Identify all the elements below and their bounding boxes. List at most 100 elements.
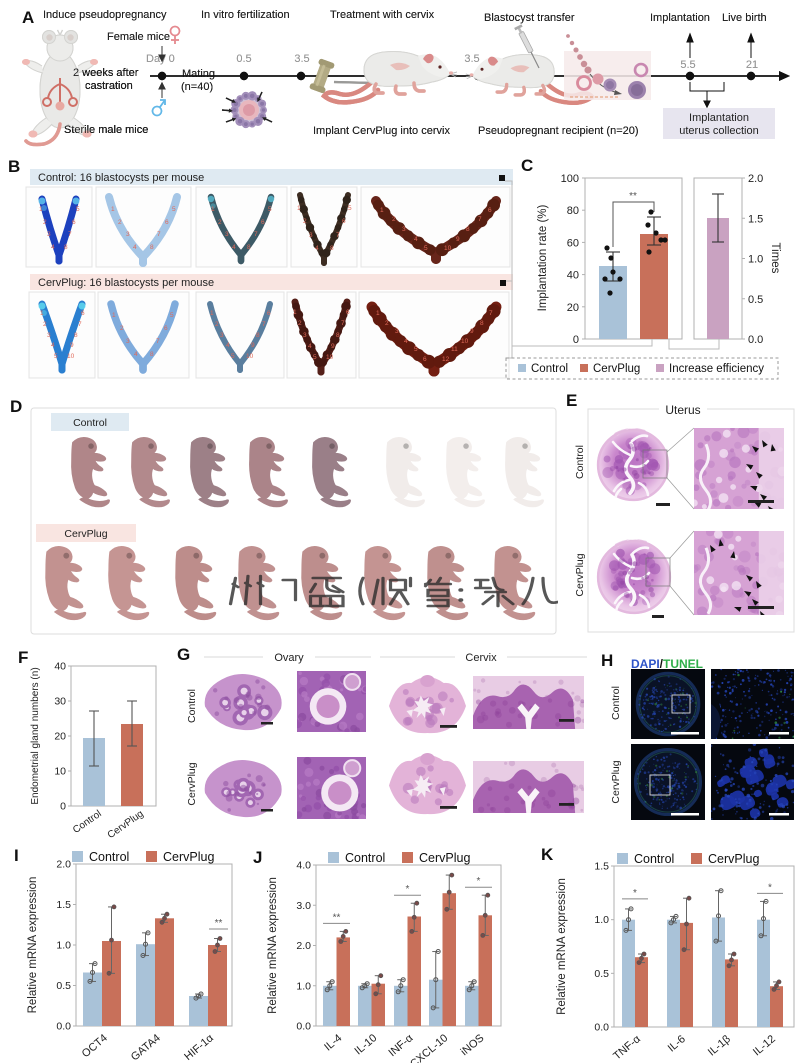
svg-text:7: 7: [262, 321, 266, 328]
svg-text:INF-α: INF-α: [386, 1032, 415, 1059]
svg-text:*: *: [633, 888, 637, 899]
svg-text:iNOS: iNOS: [459, 1032, 487, 1058]
svg-text:0.5: 0.5: [236, 53, 251, 65]
svg-text:9: 9: [70, 342, 74, 349]
svg-text:4: 4: [133, 244, 137, 251]
svg-text:7: 7: [78, 321, 82, 328]
svg-text:2.0: 2.0: [56, 859, 71, 871]
svg-text:Uterus: Uterus: [665, 403, 700, 417]
svg-text:DAPI/TUNEL: DAPI/TUNEL: [631, 657, 703, 671]
svg-text:2: 2: [215, 321, 219, 328]
svg-text:6: 6: [165, 219, 169, 226]
svg-text:1.5: 1.5: [594, 861, 609, 873]
svg-text:20: 20: [54, 731, 66, 743]
svg-text:8: 8: [150, 244, 154, 251]
svg-text:2 weeks after: 2 weeks after: [73, 67, 139, 79]
svg-text:6: 6: [267, 310, 271, 317]
svg-text:0: 0: [573, 334, 579, 346]
svg-text:1: 1: [210, 310, 214, 317]
svg-text:1: 1: [111, 206, 115, 213]
svg-text:10: 10: [461, 338, 469, 345]
svg-text:GATA4: GATA4: [129, 1032, 163, 1063]
svg-text:IL-6: IL-6: [666, 1033, 688, 1054]
svg-text:3: 3: [126, 338, 130, 345]
svg-text:8: 8: [466, 226, 470, 233]
svg-text:2 weeks after: 2 weeks after: [73, 67, 139, 79]
svg-text:2: 2: [385, 320, 389, 327]
svg-text:CervPlug: CervPlug: [574, 553, 586, 596]
svg-text:Female mice: Female mice: [107, 31, 170, 43]
svg-text:8: 8: [247, 244, 251, 251]
svg-text:Relative mRNA expression: Relative mRNA expression: [27, 877, 39, 1014]
svg-text:In vitro fertilization: In vitro fertilization: [201, 9, 290, 21]
svg-text:Mating: Mating: [182, 68, 215, 80]
svg-text:100: 100: [561, 173, 579, 185]
svg-text:CervPlug: CervPlug: [708, 852, 759, 866]
svg-text:2: 2: [303, 218, 307, 225]
svg-text:castration: castration: [85, 80, 133, 92]
svg-text:Sterile male mice: Sterile male mice: [64, 124, 148, 136]
svg-text:1: 1: [380, 207, 384, 214]
svg-text:21: 21: [746, 59, 758, 71]
svg-text:HIF-1α: HIF-1α: [182, 1032, 216, 1063]
svg-text:2: 2: [43, 219, 47, 226]
svg-text:Implant CervPlug into cervix: Implant CervPlug into cervix: [313, 125, 450, 137]
svg-text:3: 3: [47, 231, 51, 238]
svg-text:Relative mRNA expression: Relative mRNA expression: [267, 877, 279, 1014]
svg-text:0: 0: [60, 801, 66, 813]
svg-text:5: 5: [170, 312, 174, 319]
svg-text:6: 6: [423, 356, 427, 363]
svg-text:3: 3: [402, 226, 406, 233]
svg-text:OCT4: OCT4: [80, 1032, 110, 1060]
svg-text:5: 5: [172, 206, 176, 213]
svg-text:2: 2: [118, 219, 122, 226]
svg-text:30: 30: [54, 696, 66, 708]
svg-text:3: 3: [395, 328, 399, 335]
svg-text:CervPlug: CervPlug: [106, 808, 146, 841]
svg-text:TNF-α: TNF-α: [611, 1033, 643, 1063]
svg-text:9: 9: [331, 343, 335, 350]
svg-text:castration: castration: [85, 80, 133, 92]
svg-text:2: 2: [120, 325, 124, 332]
svg-text:castration: castration: [85, 80, 133, 92]
svg-text:IL-10: IL-10: [353, 1032, 380, 1057]
svg-text:Control: Control: [610, 686, 622, 720]
svg-text:10: 10: [246, 353, 254, 360]
svg-text:2.0: 2.0: [748, 173, 763, 185]
svg-text:5.5: 5.5: [680, 59, 695, 71]
svg-text:**: **: [333, 912, 341, 923]
svg-text:9: 9: [251, 342, 255, 349]
svg-text:80: 80: [567, 205, 579, 217]
svg-text:Control: Control: [73, 417, 107, 429]
svg-text:4: 4: [414, 236, 418, 243]
svg-text:*: *: [768, 882, 772, 893]
svg-text:3: 3: [126, 231, 130, 238]
svg-text:Implantation rate (%): Implantation rate (%): [537, 204, 549, 311]
svg-text:7: 7: [478, 216, 482, 223]
svg-text:Relative mRNA expression: Relative mRNA expression: [556, 878, 568, 1015]
svg-text:**: **: [629, 191, 637, 202]
svg-text:5: 5: [414, 346, 418, 353]
svg-text:10: 10: [67, 353, 75, 360]
svg-text:4: 4: [315, 245, 319, 252]
svg-text:Control: Control: [574, 445, 586, 479]
svg-text:6: 6: [72, 219, 76, 226]
svg-text:7: 7: [68, 231, 72, 238]
svg-text:Treatment with cervix: Treatment with cervix: [330, 9, 435, 21]
svg-text:1: 1: [376, 310, 380, 317]
svg-text:4: 4: [404, 338, 408, 345]
svg-text:60: 60: [567, 237, 579, 249]
svg-text:8: 8: [150, 351, 154, 358]
svg-text:5: 5: [231, 353, 235, 360]
svg-text:*: *: [477, 876, 481, 887]
svg-text:8: 8: [330, 245, 334, 252]
svg-text:1: 1: [297, 205, 301, 212]
svg-text:5: 5: [268, 206, 272, 213]
svg-text:CervPlug: CervPlug: [610, 760, 622, 803]
svg-text:10: 10: [444, 245, 452, 252]
svg-text:Control: Control: [345, 851, 385, 865]
svg-text:0.0: 0.0: [748, 334, 763, 346]
svg-text:4: 4: [134, 351, 138, 358]
svg-text:5: 5: [348, 205, 352, 212]
svg-text:Day 0: Day 0: [146, 53, 175, 65]
